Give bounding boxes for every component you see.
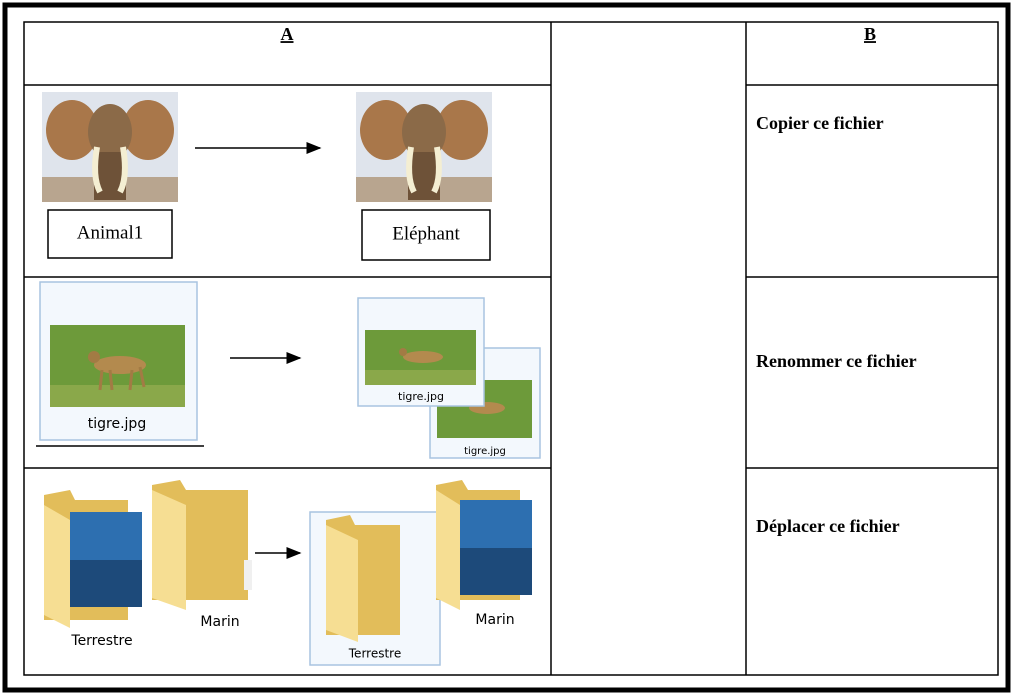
folder-icon-part (244, 560, 252, 590)
folder-icon (44, 490, 142, 628)
cheetah-image-part (403, 351, 443, 363)
folder-icon (326, 515, 400, 642)
folder-name: Terrestre (70, 633, 132, 649)
folder-icon-part (436, 490, 460, 610)
elephant-image-part (94, 152, 126, 200)
folder-name: Terrestre (348, 647, 401, 661)
elephant-image-part (122, 100, 174, 160)
folder-icon-part (44, 505, 70, 628)
folder-icon (152, 480, 252, 610)
elephant-image-part (88, 104, 132, 160)
cheetah-image-part (98, 366, 146, 391)
elephant-image-part (408, 152, 440, 200)
folder-name: Marin (200, 614, 239, 630)
elephant-image-part (406, 146, 417, 194)
file-name: tigre.jpg (464, 446, 506, 457)
folder-icon-part (70, 560, 142, 607)
folder-name: Marin (475, 612, 514, 628)
cheetah-image-part (399, 348, 407, 356)
action-text: Déplacer ce fichier (756, 516, 900, 536)
cheetah-image-part (50, 385, 185, 407)
column-header: B (864, 24, 876, 44)
elephant-image-part (92, 146, 103, 194)
label-box (361, 209, 491, 261)
elephant-image (42, 92, 178, 202)
file-name: tigre.jpg (398, 390, 444, 403)
elephant-image-part (117, 146, 128, 194)
label-box (47, 209, 173, 259)
file-name: Animal1 (77, 222, 144, 243)
file-name: tigre.jpg (88, 416, 146, 432)
elephant-image (356, 92, 492, 202)
elephant-image-part (46, 100, 98, 160)
folder-icon-part (460, 548, 532, 595)
elephant-image-part (402, 104, 446, 160)
cheetah-image (50, 325, 185, 407)
elephant-image-part (436, 100, 488, 160)
cheetah-image-part (365, 370, 476, 385)
cheetah-image (365, 330, 476, 385)
folder-icon (436, 480, 532, 610)
action-text: Copier ce fichier (756, 113, 884, 133)
action-text: Renommer ce fichier (756, 351, 917, 371)
column-header: A (281, 24, 294, 44)
cheetah-image-part (94, 356, 146, 374)
folder-icon-part (326, 525, 358, 642)
elephant-image-part (360, 100, 412, 160)
table-grid (23, 21, 999, 676)
file-name: Eléphant (392, 223, 460, 244)
table-grid-part (23, 21, 999, 676)
cheetah-image-part (88, 351, 100, 363)
elephant-image-part (431, 146, 442, 194)
folder-icon-part (152, 490, 186, 610)
